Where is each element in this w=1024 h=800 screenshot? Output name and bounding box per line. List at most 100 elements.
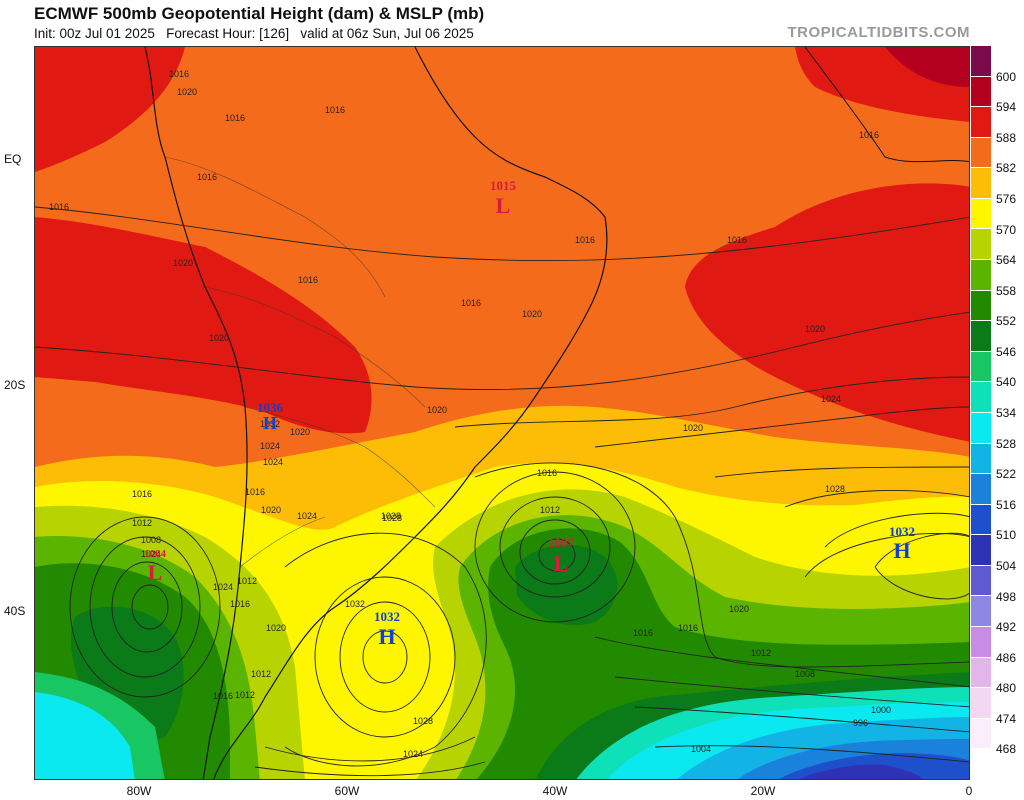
colorbar-label: 600 xyxy=(996,69,1017,84)
isobar-label: 1000 xyxy=(871,705,891,715)
isobar-label: 996 xyxy=(853,718,868,728)
isobar-label: 1028 xyxy=(381,511,401,521)
colorbar-label: 486 xyxy=(996,650,1017,665)
colorbar-swatch xyxy=(971,168,991,199)
colorbar-label: 534 xyxy=(996,406,1017,420)
colorbar-swatch xyxy=(971,535,991,566)
low-marker: L xyxy=(554,551,569,576)
low-value: 1015 xyxy=(490,178,517,193)
low-marker: L xyxy=(148,560,163,585)
colorbar-label: 576 xyxy=(996,191,1017,206)
lon-label-40w: 40W xyxy=(542,784,568,798)
low-center: 1007 L xyxy=(548,535,575,576)
isobar-label: 1012 xyxy=(751,648,771,658)
colorbar-swatch xyxy=(971,657,991,689)
colorbar-label: 474 xyxy=(996,711,1017,726)
colorbar-swatch xyxy=(971,382,991,413)
isobar-label: 1016 xyxy=(197,172,217,182)
colorbar-swatch xyxy=(971,198,991,230)
colorbar-label: 468 xyxy=(996,742,1017,757)
colorbar-label: 516 xyxy=(996,497,1017,512)
isobar-label: 1032 xyxy=(260,419,280,429)
colorbar-label: 582 xyxy=(996,161,1017,176)
isobar-label: 1020 xyxy=(427,405,447,415)
high-marker: H xyxy=(378,624,395,649)
isobar-label: 1024 xyxy=(403,749,423,759)
high-marker: H xyxy=(893,538,910,563)
height-band-588 xyxy=(35,217,372,434)
lon-label-0: 0 xyxy=(965,784,973,798)
isobar-label: 1016 xyxy=(727,235,747,245)
lon-label-80w: 80W xyxy=(126,784,152,798)
colorbar-swatch xyxy=(971,46,991,77)
lat-label-20s: 20S xyxy=(4,378,26,392)
colorbar-swatch xyxy=(971,290,991,322)
colorbar-swatch xyxy=(971,504,991,536)
isobar-label: 1016 xyxy=(859,130,879,140)
high-value: 1032 xyxy=(374,609,400,624)
isobar-label: 1024 xyxy=(821,394,841,404)
colorbar-label: 546 xyxy=(996,344,1017,359)
colorbar-label: 570 xyxy=(996,222,1017,237)
site-watermark: TROPICALTIDBITS.COM xyxy=(787,24,970,41)
lon-label-20w: 20W xyxy=(750,784,776,798)
colorbar-label: 564 xyxy=(996,253,1017,268)
low-value: 1007 xyxy=(548,535,575,550)
isobar-label: 1016 xyxy=(225,113,245,123)
isobar-label: 1020 xyxy=(290,427,310,437)
colorbar-label: 504 xyxy=(996,558,1017,573)
low-center: 1015 L xyxy=(490,178,517,218)
colorbar-swatch xyxy=(971,749,991,780)
isobar-label: 1024 xyxy=(213,582,233,592)
isobar-label: 1024 xyxy=(260,441,280,451)
isobar-label: 1016 xyxy=(325,105,345,115)
isobar-label: 1016 xyxy=(245,487,265,497)
height-band-546 xyxy=(515,544,618,626)
colorbar-swatch xyxy=(971,137,991,169)
isobar-label: 1016 xyxy=(461,298,481,308)
colorbar-swatch xyxy=(971,321,991,352)
isobar-label: 1028 xyxy=(413,716,433,726)
isobar-label: 1012 xyxy=(237,576,257,586)
isobar-label: 1004 xyxy=(691,744,711,754)
height-band-594 xyxy=(885,47,969,87)
isobars xyxy=(35,206,969,777)
colorbar-swatch xyxy=(971,76,991,108)
isobar-label: 1028 xyxy=(382,513,402,523)
height-band-504 xyxy=(799,764,923,779)
colorbar-label: 594 xyxy=(996,100,1017,115)
isobar-label: 1016 xyxy=(575,235,595,245)
isobar-label: 1016 xyxy=(633,628,653,638)
colorbar-swatch xyxy=(971,107,991,138)
low-marker: L xyxy=(496,193,511,218)
colorbar-swatch xyxy=(971,474,991,505)
isobar-label: 1016 xyxy=(230,599,250,609)
isobar-label: 1032 xyxy=(345,599,365,609)
isobar-label: 1016 xyxy=(678,623,698,633)
isobar-label: 1024 xyxy=(263,457,283,467)
coastline-africa xyxy=(804,47,969,163)
isobar-label: 1008 xyxy=(141,535,161,545)
colorbar-swatch xyxy=(971,718,991,750)
isobar-label: 1028 xyxy=(825,484,845,494)
colorbar-swatch xyxy=(971,412,991,444)
isobar-label: 1016 xyxy=(49,202,69,212)
isobar-label: 1016 xyxy=(298,275,318,285)
high-center: 1032 H xyxy=(374,609,400,649)
isobar-label: 1024 xyxy=(297,511,317,521)
isobar-label: 1016 xyxy=(169,69,189,79)
high-value: 1036 xyxy=(257,400,284,415)
isobar-labels: 1016 1020 1016 1016 1016 1016 1016 1016 … xyxy=(49,69,891,759)
height-band-588 xyxy=(35,47,185,172)
isobar-label: 1016 xyxy=(537,468,557,478)
colorbar-swatch xyxy=(971,260,991,291)
isobar-label: 1016 xyxy=(132,489,152,499)
map-canvas: 1016 1020 1016 1016 1016 1016 1016 1016 … xyxy=(35,47,969,779)
high-marker: H xyxy=(263,413,277,433)
colorbar-label: 540 xyxy=(996,375,1017,390)
colorbar-swatch xyxy=(971,565,991,597)
isobar-label: 1020 xyxy=(683,423,703,433)
colorbar-label: 510 xyxy=(996,528,1017,543)
colorbar xyxy=(971,46,991,780)
colorbar-label: 498 xyxy=(996,589,1017,604)
